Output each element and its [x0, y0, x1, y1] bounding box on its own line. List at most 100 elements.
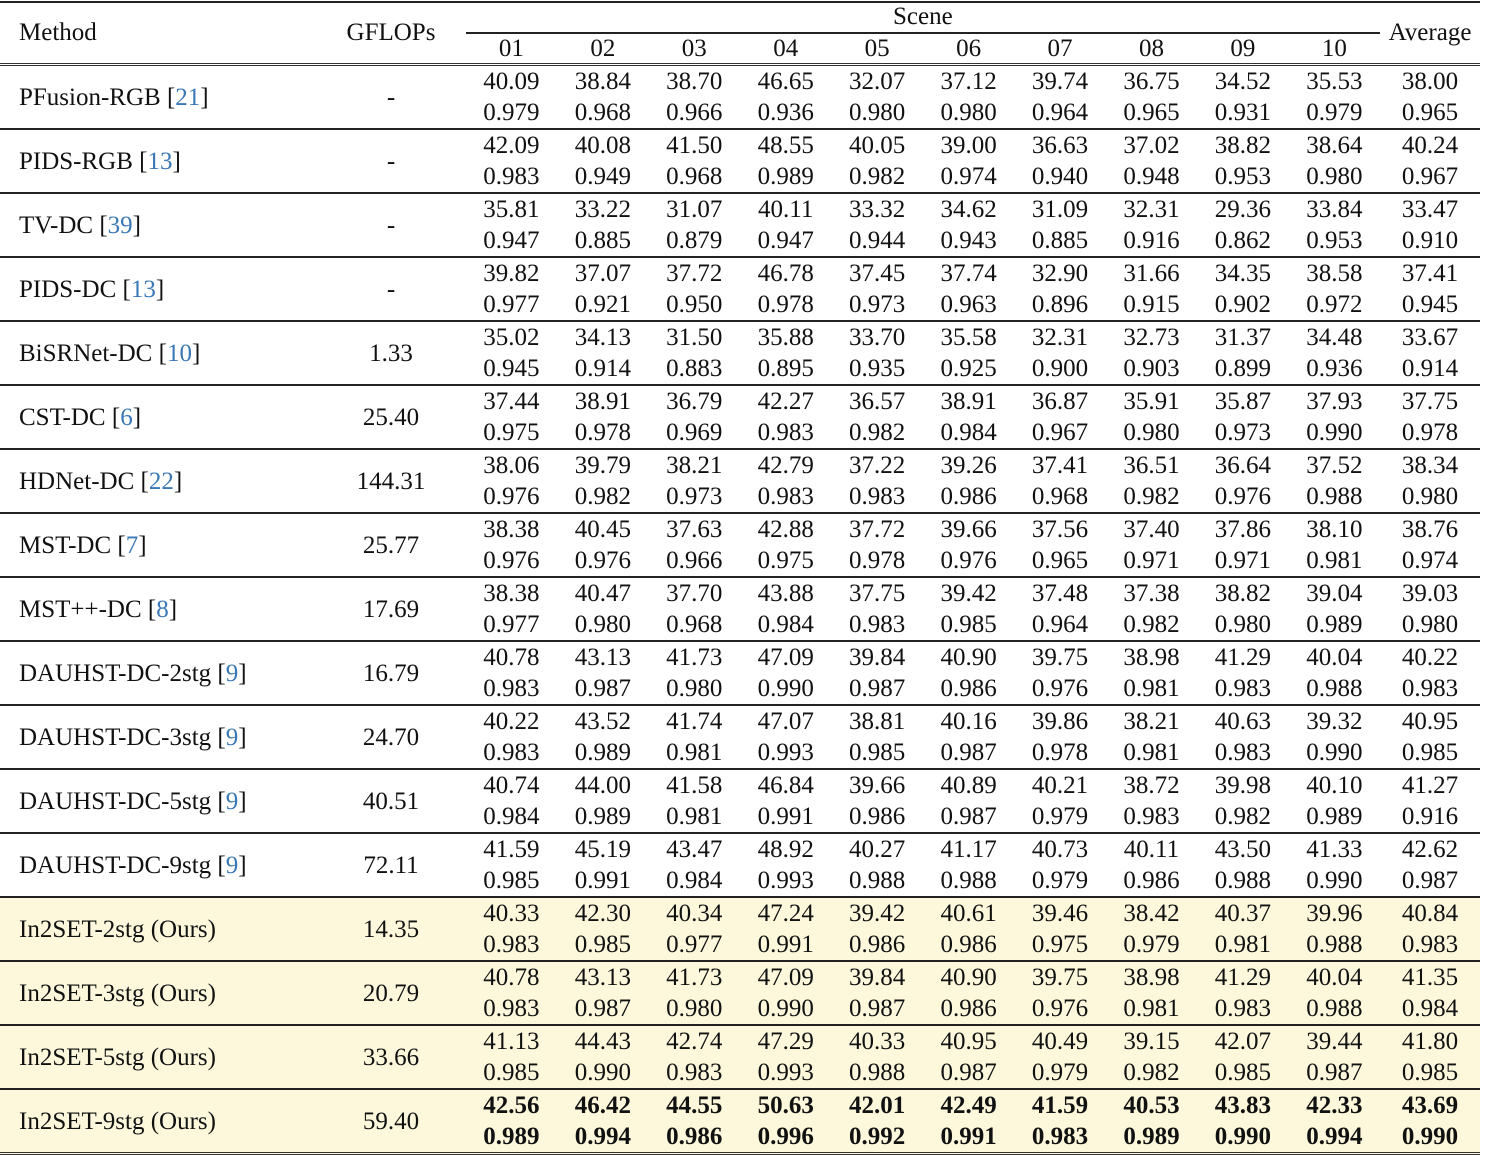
citation-link[interactable]: 8	[156, 595, 169, 623]
ssim-value: 0.979	[1031, 803, 1089, 830]
psnr-value: 38.10	[1306, 516, 1363, 543]
psnr-value: 42.56	[483, 1092, 540, 1119]
ssim-value: 0.986	[1123, 867, 1180, 894]
scene-cell-01: 41.59 0.985	[465, 833, 558, 898]
gflops-value: 1.33	[336, 321, 446, 386]
ssim-value: 0.990	[1306, 739, 1363, 766]
scene-cell-05: 37.22 0.983	[831, 449, 923, 514]
scene-cell-08: 37.40 0.971	[1105, 513, 1198, 578]
spacer	[445, 705, 466, 770]
ssim-value: 0.940	[1031, 163, 1089, 190]
psnr-value: 50.63	[757, 1092, 814, 1119]
psnr-value: 40.34	[666, 900, 723, 927]
citation-link[interactable]: 13	[130, 275, 156, 303]
psnr-value: 38.58	[1306, 260, 1363, 287]
scene-cell-08: 38.98 0.981	[1105, 641, 1198, 706]
ssim-value: 0.990	[757, 995, 814, 1022]
table-row: TV-DC [39] - 35.81 0.947 33.22 0.885 31.07 0.87…	[0, 193, 1480, 258]
psnr-value: 35.02	[483, 324, 540, 351]
psnr-value: 40.11	[758, 196, 814, 223]
ssim-value: 0.988	[1306, 995, 1363, 1022]
psnr-value: 37.12	[940, 68, 997, 95]
ssim-value: 0.935	[849, 355, 906, 382]
spacer	[445, 64, 466, 130]
scene-cell-03: 31.07 0.879	[648, 193, 740, 258]
gflops-value: 17.69	[336, 577, 446, 642]
method-name: PFusion-RGB [21]	[0, 64, 337, 130]
scene-cell-07: 41.59 0.983	[1014, 1089, 1106, 1155]
citation-link[interactable]: 22	[148, 467, 174, 495]
ssim-value: 0.990	[1214, 1123, 1272, 1150]
citation-link[interactable]: 6	[120, 403, 133, 431]
gflops-value: 144.31	[336, 449, 446, 514]
psnr-value: 35.58	[940, 324, 997, 351]
psnr-value: 39.86	[1031, 708, 1089, 735]
header-scene-04: 04	[739, 32, 832, 66]
psnr-value: 40.33	[849, 1028, 906, 1055]
psnr-value: 46.78	[757, 260, 814, 287]
scene-cell-10: 40.04 0.988	[1288, 961, 1381, 1026]
ssim-value: 0.987	[1306, 1059, 1363, 1086]
scene-cell-06: 39.26 0.986	[922, 449, 1015, 514]
scene-cell-03: 37.72 0.950	[648, 257, 740, 322]
spacer	[445, 641, 466, 706]
citation-link[interactable]: 9	[225, 723, 239, 751]
scene-cell-08: 39.15 0.982	[1105, 1025, 1198, 1090]
ssim-value: 0.989	[574, 803, 631, 830]
citation-link[interactable]: 9	[225, 787, 239, 815]
scene-cell-03: 37.70 0.968	[648, 577, 740, 642]
scene-cell-09: 29.36 0.862	[1197, 193, 1289, 258]
psnr-value: 46.65	[757, 68, 814, 95]
psnr-value: 38.72	[1123, 772, 1180, 799]
ssim-value: 0.989	[757, 163, 814, 190]
scene-cell-01: 38.06 0.976	[465, 449, 558, 514]
table-body: PFusion-RGB [21] -40.09 0.979 38.84 0.968 38.…	[0, 64, 1480, 1155]
citation-link[interactable]: 21	[175, 83, 201, 111]
citation-link[interactable]: 39	[107, 211, 133, 239]
ssim-value: 0.963	[940, 291, 997, 318]
scene-cell-01: 40.78 0.983	[465, 641, 558, 706]
psnr-value: 47.09	[757, 964, 814, 991]
psnr-value: 37.41	[1031, 452, 1089, 479]
psnr-value: 42.07	[1214, 1028, 1272, 1055]
citation-link[interactable]: 9	[225, 851, 239, 879]
scene-cell-01: 40.78 0.983	[465, 961, 558, 1026]
spacer	[445, 1025, 466, 1090]
scene-cell-02: 43.13 0.987	[557, 961, 649, 1026]
scene-cell-09: 31.37 0.899	[1197, 321, 1289, 386]
method-name: DAUHST-DC-9stg [9]	[0, 833, 337, 898]
psnr-value: 39.32	[1306, 708, 1363, 735]
ssim-value: 0.879	[666, 227, 723, 254]
scene-cell-04: 46.78 0.978	[739, 257, 832, 322]
spacer	[445, 321, 466, 386]
scene-cell-08: 32.31 0.916	[1105, 193, 1198, 258]
citation-link[interactable]: 13	[147, 147, 173, 175]
psnr-value: 41.74	[666, 708, 723, 735]
table-row: DAUHST-DC-3stg [9] 24.70 40.22 0.983 43.52 0.…	[0, 705, 1480, 770]
scene-cell-02: 40.08 0.949	[557, 129, 649, 194]
psnr-value: 39.66	[849, 772, 906, 799]
psnr-value: 36.87	[1031, 388, 1089, 415]
table-row: MST-DC [7] 25.77 38.38 0.976 40.45 0.976 37.63…	[0, 513, 1480, 578]
psnr-value: 38.98	[1123, 644, 1180, 671]
ssim-value: 0.985	[483, 1059, 540, 1086]
average-cell: 38.00 0.965	[1380, 64, 1480, 130]
ssim-value: 0.975	[1031, 931, 1089, 958]
psnr-value: 43.50	[1214, 836, 1272, 863]
scene-cell-07: 39.75 0.976	[1014, 961, 1106, 1026]
scene-cell-10: 38.64 0.980	[1288, 129, 1381, 194]
table-row: In2SET-9stg (Ours) 59.40 42.56 0.989 46.42 0.…	[0, 1089, 1480, 1155]
citation-link[interactable]: 10	[166, 339, 192, 367]
psnr-value: 44.43	[574, 1028, 631, 1055]
ssim-value: 0.976	[1214, 483, 1272, 510]
ssim-value: 0.945	[483, 355, 540, 382]
citation-link[interactable]: 9	[225, 659, 239, 687]
method-label: In2SET-9stg (Ours)	[19, 1107, 216, 1135]
ssim-value: 0.990	[1306, 419, 1363, 446]
average-cell: 41.35 0.984	[1380, 961, 1480, 1026]
citation-link[interactable]: 7	[125, 531, 139, 559]
scene-cell-08: 40.11 0.986	[1105, 833, 1198, 898]
scene-cell-03: 36.79 0.969	[648, 385, 740, 450]
scene-cell-06: 40.90 0.986	[922, 641, 1015, 706]
psnr-value: 37.72	[849, 516, 906, 543]
